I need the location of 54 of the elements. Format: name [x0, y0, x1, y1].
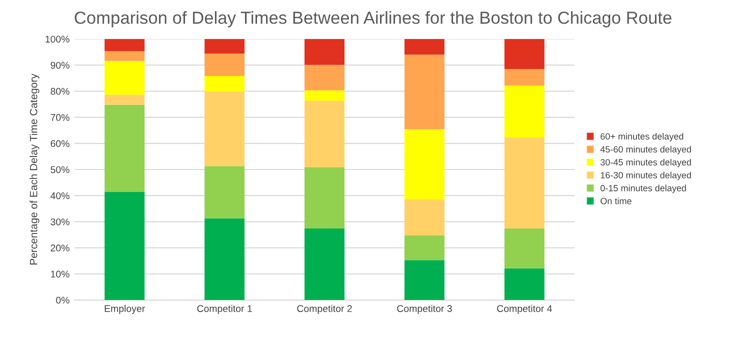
bar: [204, 218, 245, 300]
y-tick-label: 40%: [50, 192, 70, 200]
bar: [304, 90, 345, 101]
bar: [404, 54, 444, 130]
bar: [504, 228, 544, 268]
bar: [404, 236, 444, 260]
legend-label: 30-45 minutes delayed: [600, 158, 691, 168]
bar: [204, 38, 245, 54]
y-tick-label: 20%: [50, 244, 70, 252]
x-tick-label: Competitor 3: [397, 304, 452, 314]
legend-label: 16-30 minutes delayed: [600, 172, 691, 180]
bar: [504, 268, 544, 300]
y-tick-label: 50%: [50, 166, 70, 174]
y-tick-label: 90%: [50, 62, 70, 69]
y-tick-label: 0%: [56, 296, 70, 304]
bar: [204, 166, 245, 218]
bar: [204, 76, 245, 92]
bar: [104, 104, 145, 192]
y-tick-label: 60%: [50, 140, 70, 148]
bar: [304, 100, 345, 168]
legend-label: 0-15 minutes delayed: [600, 184, 686, 194]
bar: [504, 137, 544, 228]
bar: [404, 38, 444, 55]
x-tick-label: Competitor 2: [297, 304, 352, 314]
bar: [504, 69, 544, 86]
bar: [304, 64, 345, 90]
bar: [504, 85, 544, 138]
bar: [104, 94, 145, 105]
bar: [204, 91, 245, 166]
bar: [104, 38, 145, 52]
bar: [404, 260, 444, 300]
y-axis-title: Percentage of Each Delay Time Category: [30, 74, 40, 264]
bar: [404, 200, 444, 236]
y-tick-label: 30%: [50, 218, 70, 226]
bar: [404, 129, 444, 200]
y-tick-label: 70%: [50, 114, 70, 121]
bar: [304, 167, 345, 228]
bar: [304, 228, 345, 300]
chart-title: Comparison of Delay Times Between Airlines for the Boston to Chicago Route: [74, 11, 672, 28]
bar: [104, 192, 145, 300]
bar: [104, 51, 145, 61]
y-tick-label: 10%: [51, 270, 70, 278]
legend-label: 45-60 minutes delayed: [600, 146, 691, 154]
bar: [104, 60, 145, 95]
legend-label: On time: [600, 198, 632, 204]
bar: [504, 38, 544, 70]
x-tick-label: Competitor 4: [497, 304, 552, 314]
y-tick-label: 80%: [50, 88, 70, 95]
legend-label: 60+ minutes delayed: [600, 132, 684, 142]
bar: [304, 38, 345, 65]
y-tick-label: 100%: [46, 36, 70, 43]
bar: [204, 54, 245, 76]
x-tick-label: Competitor 1: [197, 304, 252, 314]
x-tick-label: Employer: [104, 304, 145, 314]
